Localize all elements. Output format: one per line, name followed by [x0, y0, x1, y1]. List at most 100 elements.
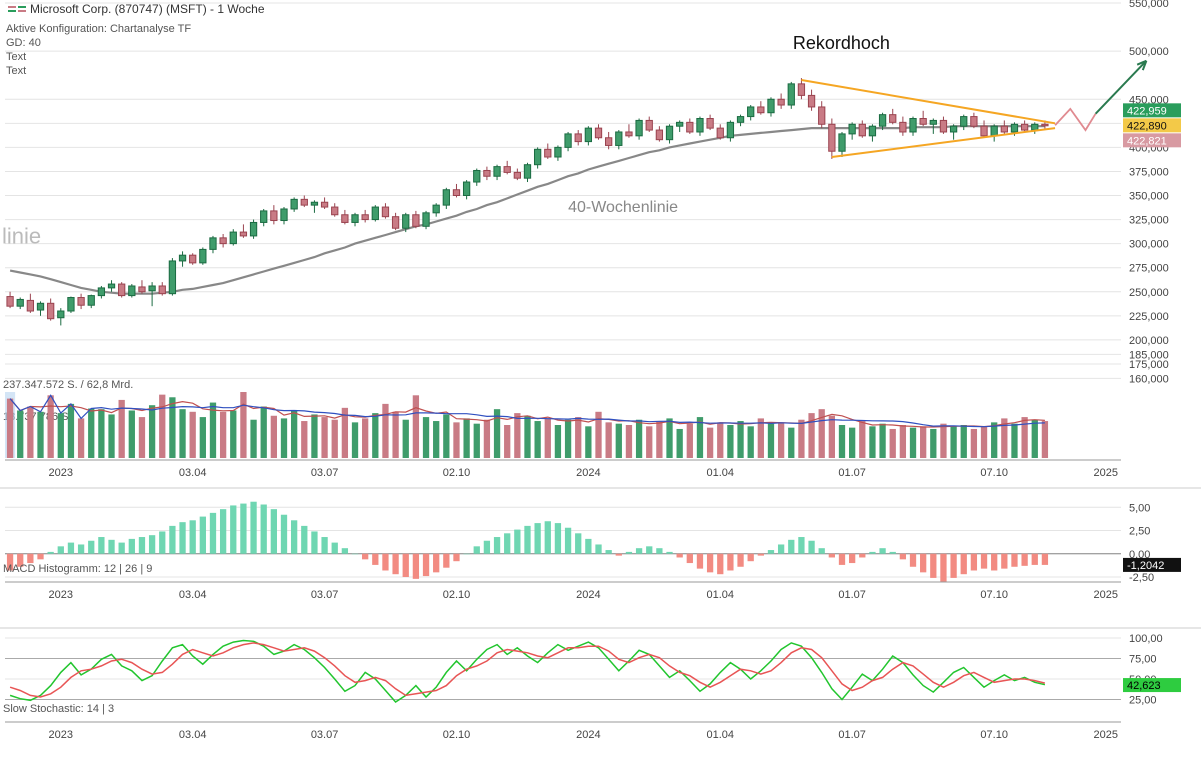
- candle-body: [900, 122, 906, 132]
- x-axis-label: 01.07: [838, 729, 866, 741]
- candle-body: [981, 126, 987, 136]
- macd-bar: [687, 554, 693, 563]
- macd-bar: [839, 554, 845, 565]
- legend-swatch: [8, 10, 16, 12]
- candle-body: [1011, 124, 1017, 132]
- volume-bar: [362, 418, 368, 458]
- volume-bar: [575, 417, 581, 458]
- volume-bar: [413, 395, 419, 458]
- volume-bar: [879, 424, 885, 458]
- macd-bar: [819, 548, 825, 554]
- macd-bar: [200, 517, 206, 554]
- volume-bar: [179, 409, 185, 458]
- macd-bar: [372, 554, 378, 565]
- macd-bar: [321, 537, 327, 554]
- volume-bar: [504, 425, 510, 458]
- volume-bar: [392, 412, 398, 458]
- macd-bar: [859, 554, 865, 558]
- macd-bar: [48, 552, 54, 554]
- macd-bar: [504, 533, 510, 553]
- macd-bar: [879, 548, 885, 554]
- candle-body: [1032, 124, 1038, 130]
- volume-bar: [707, 428, 713, 458]
- candle-body: [991, 126, 997, 136]
- macd-bar: [626, 552, 632, 554]
- macd-bar: [697, 554, 703, 569]
- price-axis-label: 300,000: [1129, 239, 1169, 251]
- volume-bar: [474, 424, 480, 458]
- macd-bar: [981, 554, 987, 569]
- macd-axis-label: -2,50: [1129, 572, 1154, 584]
- macd-bar: [748, 554, 754, 561]
- candle-body: [626, 132, 632, 136]
- candle-body: [606, 138, 612, 146]
- candle-body: [859, 124, 865, 136]
- volume-bar: [1042, 421, 1048, 458]
- candle-body: [849, 124, 855, 134]
- macd-bar: [281, 515, 287, 554]
- volume-bar: [788, 428, 794, 458]
- macd-bar: [179, 522, 185, 554]
- candle-body: [403, 215, 409, 228]
- macd-bar: [890, 552, 896, 554]
- volume-bar: [565, 420, 571, 458]
- price-value-text: 422,890: [1127, 120, 1167, 132]
- x-axis-label: 2023: [49, 729, 73, 741]
- volume-bar: [748, 426, 754, 458]
- volume-bar: [910, 428, 916, 458]
- candle-body: [1021, 124, 1027, 130]
- volume-bar: [940, 424, 946, 458]
- candle-body: [240, 232, 246, 236]
- trendline-upper: [801, 80, 1055, 123]
- candle-body: [890, 115, 896, 123]
- candle-body: [727, 122, 733, 137]
- stoch-axis-label: 75,00: [1129, 654, 1157, 666]
- x-axis-label: 03.07: [311, 467, 339, 479]
- volume-bar: [1021, 417, 1027, 458]
- x-axis-label: 03.04: [179, 467, 207, 479]
- macd-bar: [190, 520, 196, 553]
- candle-body: [179, 255, 185, 261]
- x-axis-label: 02.10: [443, 729, 471, 741]
- macd-bar: [971, 554, 977, 571]
- candle-body: [139, 287, 145, 292]
- macd-bar: [423, 554, 429, 576]
- volume-bar: [240, 392, 246, 458]
- volume-bar: [758, 418, 764, 458]
- volume-bar: [727, 425, 733, 458]
- candle-body: [271, 211, 277, 221]
- volume-bar: [433, 421, 439, 458]
- candle-body: [474, 170, 480, 182]
- macd-bar: [58, 546, 64, 553]
- macd-bar: [352, 554, 358, 555]
- candle-body: [291, 199, 297, 209]
- macd-bar: [98, 537, 104, 554]
- price-axis-label: 375,000: [1129, 166, 1169, 178]
- candle-body: [332, 207, 338, 215]
- price-axis-label: 325,000: [1129, 215, 1169, 227]
- candle-body: [524, 165, 530, 178]
- candle-body: [108, 284, 114, 288]
- macd-bar: [342, 548, 348, 554]
- macd-bar: [108, 540, 114, 554]
- x-axis-label: 07.10: [980, 729, 1008, 741]
- candle-body: [78, 298, 84, 306]
- macd-bar: [646, 546, 652, 553]
- stoch-label: Slow Stochastic: 14 | 3: [3, 703, 114, 715]
- x-axis-label: 2023: [49, 467, 73, 479]
- macd-bar: [788, 540, 794, 554]
- macd-bar: [575, 533, 581, 553]
- volume-bar: [798, 420, 804, 458]
- macd-bar: [230, 505, 236, 553]
- macd-bar: [808, 541, 814, 554]
- volume-bar: [585, 426, 591, 458]
- macd-bar: [443, 554, 449, 568]
- macd-bar: [737, 554, 743, 567]
- stoch-value-text: 42,623: [1127, 680, 1161, 692]
- volume-bar: [27, 407, 33, 458]
- macd-bar: [677, 554, 683, 558]
- config-line: Aktive Konfiguration: Chartanalyse TF: [6, 23, 191, 35]
- macd-bar: [149, 535, 155, 554]
- legend-swatch: [18, 6, 26, 8]
- macd-bar: [392, 554, 398, 574]
